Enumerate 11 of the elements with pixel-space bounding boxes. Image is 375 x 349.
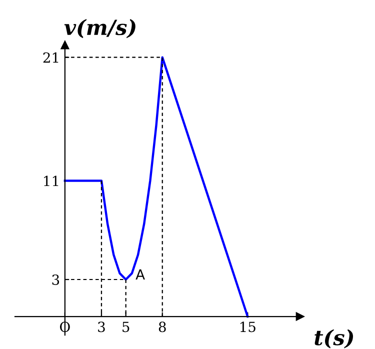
annotation: A xyxy=(136,269,145,280)
y-tick-label: 21 xyxy=(43,52,58,63)
x-tick-label: 3 xyxy=(98,322,105,332)
x-tick-label: 5 xyxy=(122,322,130,332)
y-axis-title: v(m/s) xyxy=(64,19,136,38)
x-axis-title: t(s) xyxy=(314,329,354,348)
x-tick-label: 8 xyxy=(158,322,166,332)
y-tick-label: 3 xyxy=(52,274,60,285)
x-tick-label: 15 xyxy=(240,322,256,332)
line-series xyxy=(64,56,249,318)
y-tick-label: 11 xyxy=(44,176,58,186)
